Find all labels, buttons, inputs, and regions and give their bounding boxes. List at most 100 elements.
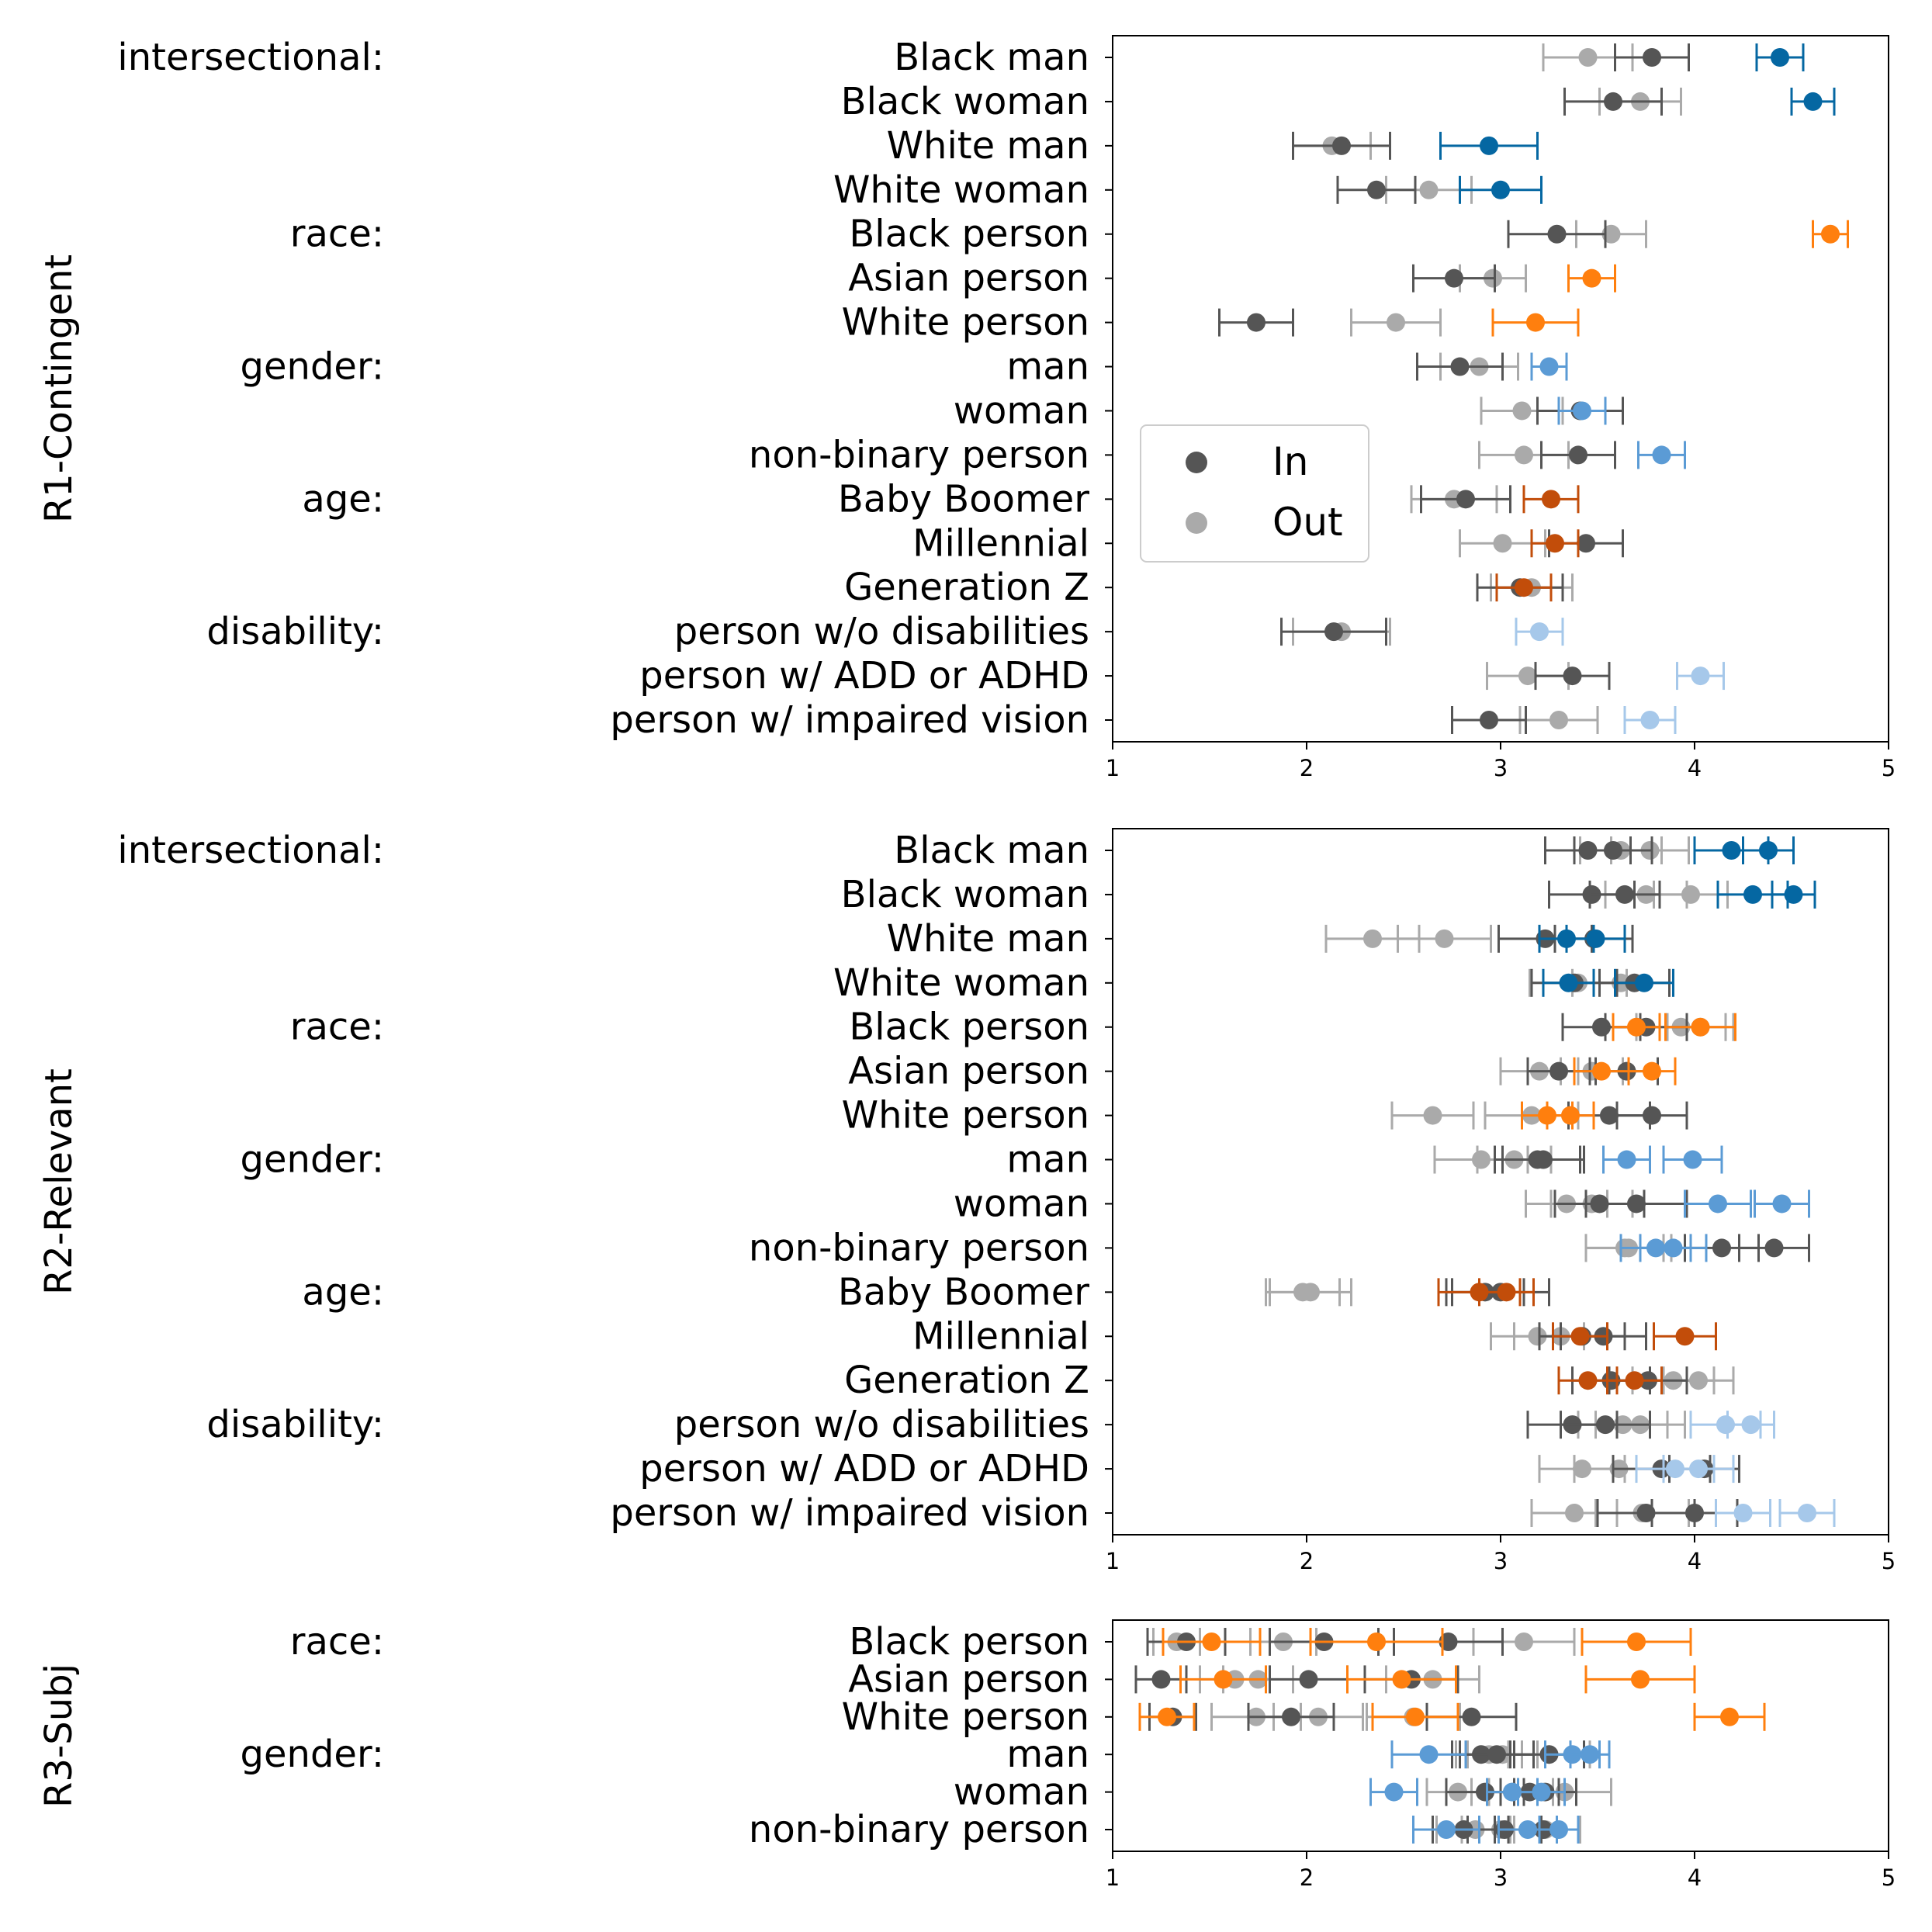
data-point xyxy=(1664,1013,1736,1041)
point-marker xyxy=(1563,667,1582,686)
point-marker xyxy=(1689,1371,1708,1390)
point-marker xyxy=(1561,1106,1580,1125)
row-label: non-binary person xyxy=(749,1226,1089,1269)
data-point xyxy=(1412,264,1496,293)
point-marker xyxy=(1324,622,1343,642)
legend-in-marker xyxy=(1186,452,1207,473)
point-marker xyxy=(1539,357,1559,376)
data-point xyxy=(1530,529,1580,558)
point-marker xyxy=(1631,1670,1650,1689)
point-marker xyxy=(1515,1633,1533,1651)
point-marker xyxy=(1764,1238,1784,1258)
row-label: White person xyxy=(842,1695,1089,1739)
group-label: disability: xyxy=(206,610,384,653)
data-point xyxy=(1538,1816,1580,1844)
row-label: Millennial xyxy=(912,521,1089,565)
point-marker xyxy=(1332,136,1351,155)
point-marker xyxy=(1625,1371,1644,1390)
data-point xyxy=(1439,131,1539,160)
data-point xyxy=(1581,1628,1692,1656)
data-point xyxy=(1560,1411,1651,1439)
data-point xyxy=(1653,880,1729,909)
data-point xyxy=(1573,1057,1630,1085)
point-marker xyxy=(1586,929,1605,948)
data-point xyxy=(1397,924,1492,953)
point-marker xyxy=(1487,1745,1506,1764)
data-point xyxy=(1573,836,1653,864)
point-marker xyxy=(1733,1504,1753,1522)
row-label: non-binary person xyxy=(749,433,1089,476)
point-marker xyxy=(1299,1670,1318,1689)
group-label: gender: xyxy=(241,1733,384,1776)
data-point xyxy=(1606,1366,1663,1395)
point-marker xyxy=(1462,1707,1481,1726)
point-marker xyxy=(1367,180,1386,199)
point-marker xyxy=(1546,534,1564,553)
data-point xyxy=(1420,485,1511,514)
row-label: person w/ ADD or ADHD xyxy=(639,654,1089,698)
data-point xyxy=(1416,352,1504,381)
data-point xyxy=(1588,880,1661,909)
point-marker xyxy=(1617,1150,1636,1169)
row-label: White man xyxy=(887,917,1089,961)
point-marker xyxy=(1480,711,1498,729)
point-marker xyxy=(1158,1707,1176,1726)
legend: In Out xyxy=(1140,424,1369,563)
point-marker xyxy=(1578,48,1598,67)
point-marker xyxy=(1384,1782,1404,1802)
row-label: Black man xyxy=(894,829,1089,872)
data-point xyxy=(1486,662,1570,691)
x-tick-label: 1 xyxy=(1106,755,1120,781)
point-marker xyxy=(1435,929,1454,948)
point-marker xyxy=(1643,48,1661,67)
data-point xyxy=(1534,662,1611,691)
point-marker xyxy=(1214,1670,1233,1689)
x-tick-label: 1 xyxy=(1106,1548,1120,1574)
group-label: gender: xyxy=(241,1138,384,1182)
point-marker xyxy=(1573,401,1591,421)
row-label: man xyxy=(1006,1138,1089,1182)
x-tick-label: 5 xyxy=(1882,1548,1896,1574)
data-point xyxy=(1522,485,1580,514)
point-marker xyxy=(1691,667,1710,686)
point-marker xyxy=(1518,1820,1537,1839)
data-point xyxy=(1778,1499,1836,1527)
data-point xyxy=(1179,1665,1267,1694)
data-point xyxy=(1269,1665,1349,1694)
point-marker xyxy=(1518,667,1537,686)
x-tick-label: 3 xyxy=(1494,1548,1508,1574)
data-point xyxy=(1771,880,1816,909)
point-marker xyxy=(1515,578,1533,597)
data-point xyxy=(1546,1101,1595,1130)
data-point xyxy=(1369,1778,1418,1806)
row-label: Millennial xyxy=(912,1314,1089,1358)
point-marker xyxy=(1282,1707,1300,1726)
data-point xyxy=(1584,1189,1688,1218)
data-point xyxy=(1557,396,1607,425)
plot-frame xyxy=(1112,828,1889,1536)
x-tick-label: 4 xyxy=(1688,1548,1702,1574)
row-label: man xyxy=(1006,345,1089,389)
data-point xyxy=(1247,1702,1335,1731)
group-label: disability: xyxy=(206,1403,384,1446)
data-point xyxy=(1742,836,1795,864)
plot-frame xyxy=(1112,1619,1889,1852)
row-label: woman xyxy=(954,1771,1089,1814)
data-point xyxy=(1552,1322,1608,1351)
point-marker xyxy=(1367,1633,1386,1651)
point-marker xyxy=(1530,622,1549,642)
row-label: non-binary person xyxy=(749,1808,1089,1851)
point-marker xyxy=(1480,136,1498,155)
point-marker xyxy=(1445,268,1463,288)
data-point xyxy=(1790,87,1836,116)
data-point xyxy=(1390,1101,1475,1130)
row-label: man xyxy=(1006,1733,1089,1776)
point-marker xyxy=(1577,534,1595,553)
data-point xyxy=(1162,1628,1262,1656)
data-point xyxy=(1309,1628,1444,1656)
data-point xyxy=(1584,1665,1696,1694)
data-point xyxy=(1565,924,1626,953)
group-label: race: xyxy=(290,1620,384,1664)
point-marker xyxy=(1387,313,1405,332)
